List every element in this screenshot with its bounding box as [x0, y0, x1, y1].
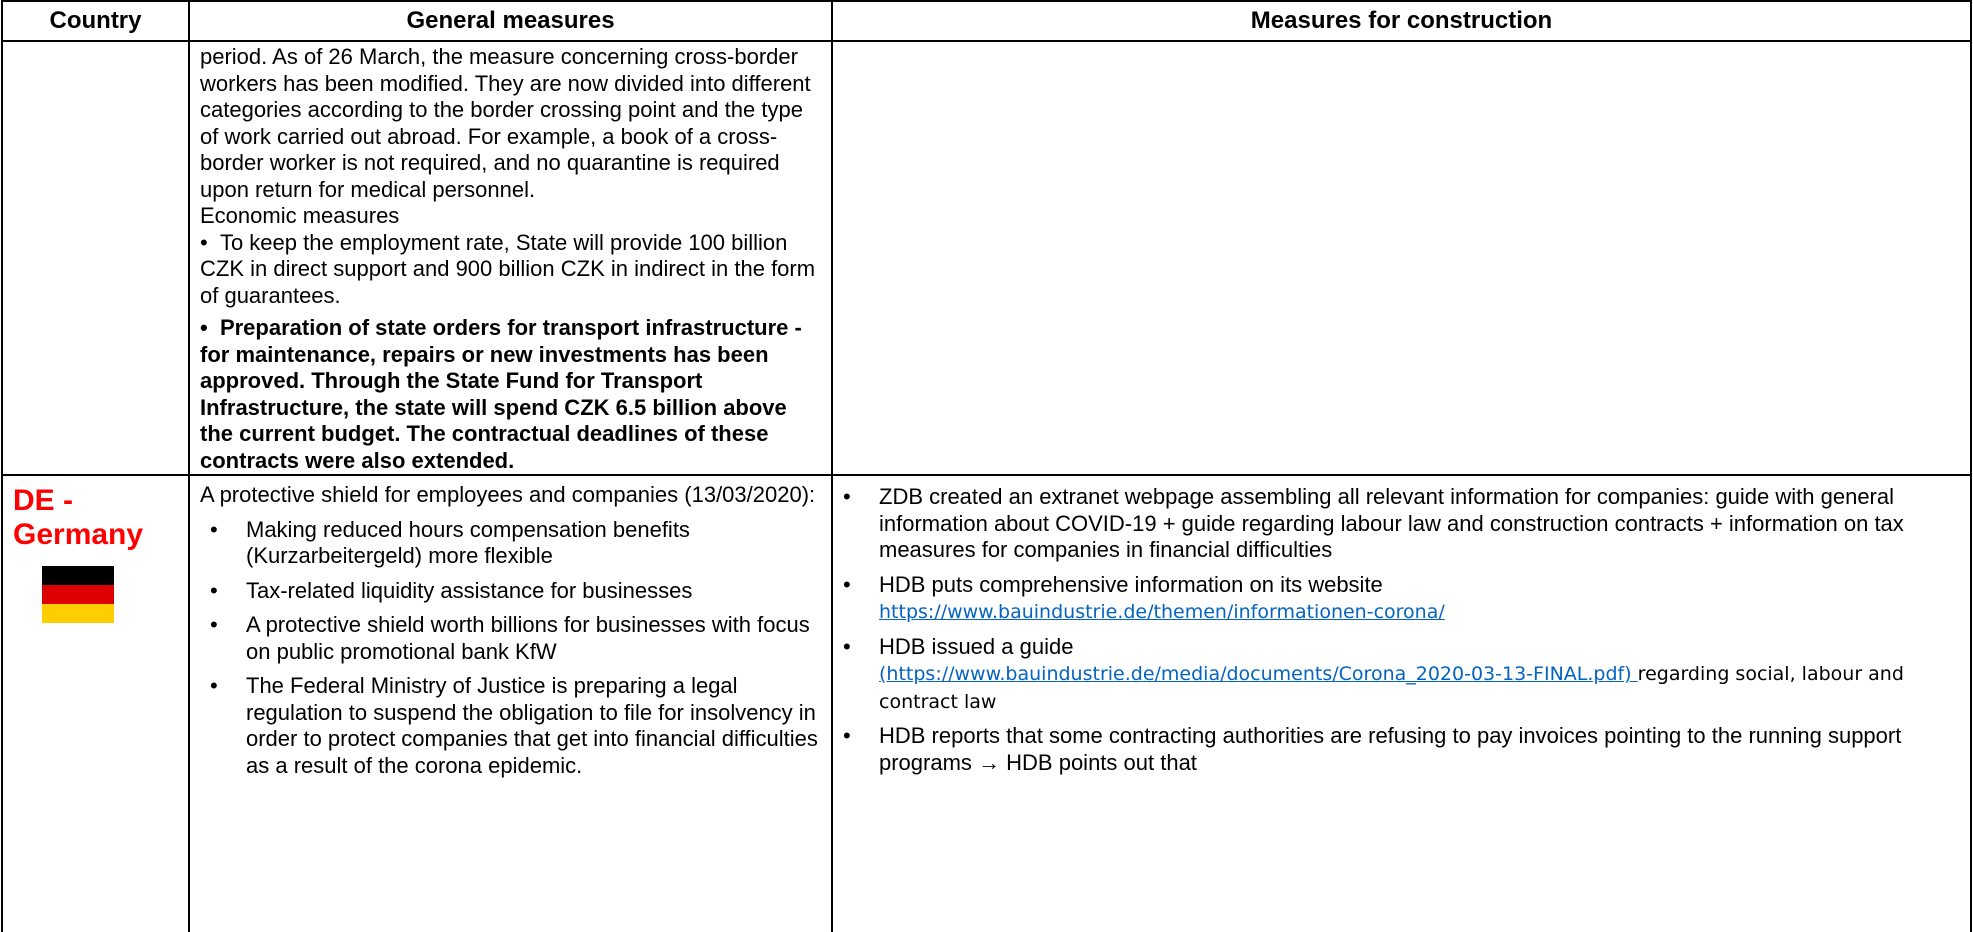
bullet-text: ZDB created an extranet webpage assembli…: [879, 484, 1904, 562]
flag: [42, 566, 114, 623]
bullet: The Federal Ministry of Justice is prepa…: [200, 673, 821, 779]
link[interactable]: https://www.bauindustrie.de/themen/infor…: [879, 601, 1445, 623]
general-cell: period. As of 26 March, the measure conc…: [188, 40, 833, 476]
bullet-list: Making reduced hours compensation benefi…: [200, 517, 821, 780]
construction-cell: [831, 40, 1972, 476]
bullet: A protective shield worth billions for b…: [200, 612, 821, 665]
bullet: ZDB created an extranet webpage assembli…: [833, 484, 1960, 564]
link[interactable]: (https://www.bauindustrie.de/media/docum…: [879, 663, 1638, 685]
country-name: DE - Germany: [13, 484, 144, 551]
header-cell: Measures for construction: [831, 0, 1972, 42]
bullet: HDB issued a guide (https://www.bauindust…: [833, 634, 1960, 716]
bullet: Preparation of state orders for transpor…: [200, 315, 821, 474]
paragraph: period. As of 26 March, the measure conc…: [200, 44, 811, 202]
bullet-text: HDB reports that some contracting author…: [879, 723, 1902, 775]
bullet-text: HDB issued a guide: [879, 633, 1074, 659]
row: period. As of 26 March, the measure conc…: [1, 40, 1972, 476]
header-row: Country General measures Measures for co…: [1, 0, 1972, 42]
bullet-list: ZDB created an extranet webpage assembli…: [833, 484, 1960, 776]
country-cell: DE - Germany: [1, 474, 190, 932]
construction-cell: ZDB created an extranet webpage assembli…: [831, 474, 1972, 932]
bullet-text: HDB puts comprehensive information on it…: [879, 571, 1383, 597]
paragraph: Economic measures: [200, 203, 400, 228]
bullet: HDB puts comprehensive information on it…: [833, 572, 1960, 626]
general-cell: A protective shield for employees and co…: [188, 474, 833, 932]
bullet: HDB reports that some contracting author…: [833, 723, 1960, 776]
bullet: To keep the employment rate, State will …: [200, 230, 821, 310]
bullet: Tax-related liquidity assistance for bus…: [200, 578, 821, 605]
paragraph: A protective shield for employees and co…: [200, 482, 816, 507]
row: DE - Germany A protective shield for emp…: [1, 474, 1972, 932]
header-cell: General measures: [188, 0, 833, 42]
bullet-text: regarding social, labour and contract la…: [879, 663, 1904, 713]
header-cell: Country: [1, 0, 190, 42]
country-cell: [1, 40, 190, 476]
bullet: Making reduced hours compensation benefi…: [200, 517, 821, 570]
